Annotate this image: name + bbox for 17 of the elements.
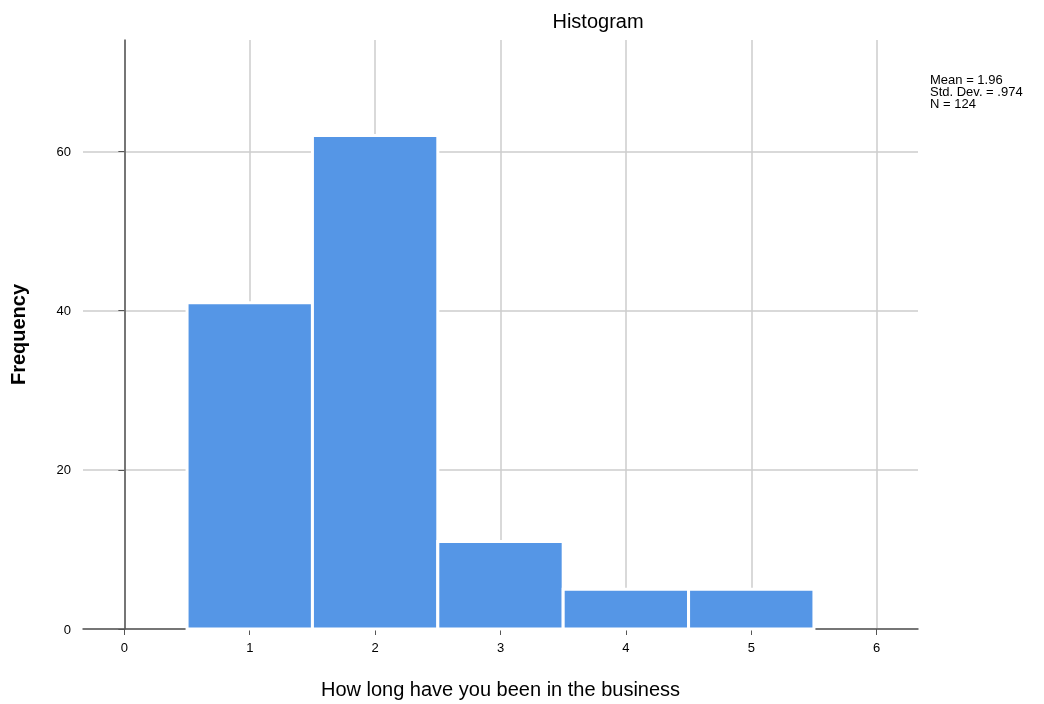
- x-tick-label: 0: [120, 640, 128, 655]
- x-tick-label: 1: [246, 640, 254, 655]
- y-axis-title: Frequency: [7, 283, 29, 386]
- y-tick-label: 40: [56, 303, 71, 319]
- x-axis-title: How long have you been in the business: [320, 678, 681, 700]
- y-tick-label: 20: [56, 462, 71, 478]
- text: Std. Dev. = .974: [930, 84, 1023, 99]
- x-tick-label: 2: [371, 640, 379, 655]
- text: Mean = 1.96: [930, 72, 1003, 87]
- x-tick-label: 5: [747, 640, 755, 655]
- x-tick-label: 3: [496, 640, 505, 655]
- chart-title: Histogram: [552, 10, 644, 32]
- x-tick-label: 4: [622, 640, 630, 655]
- y-tick-label: 0: [63, 621, 71, 637]
- x-tick-label: 6: [873, 640, 881, 655]
- y-tick-label: 60: [56, 143, 71, 159]
- text: N = 124: [930, 96, 976, 111]
